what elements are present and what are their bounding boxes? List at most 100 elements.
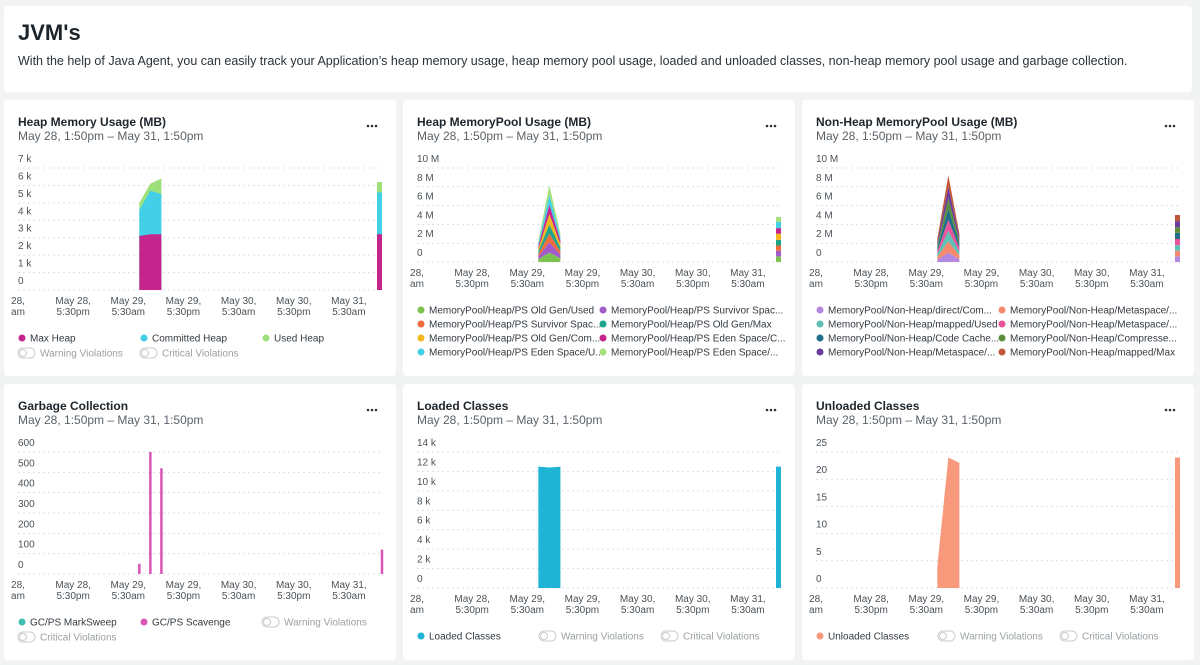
legend-item[interactable]: Max Heap <box>18 334 77 345</box>
panel-title: Heap MemoryPool Usage (MB) <box>417 115 591 129</box>
x-tick-label: May 29, 5:30pm <box>166 296 202 318</box>
legend-swatch <box>816 632 824 640</box>
area-series <box>538 224 781 255</box>
toggle-knob <box>19 633 27 641</box>
violation-toggle[interactable]: Warning Violations <box>17 347 123 360</box>
y-tick-label: 1 k <box>18 259 32 270</box>
legend-item[interactable]: MemoryPool/Non-Heap/mapped/Max <box>998 348 1176 359</box>
violation-toggle[interactable]: Critical Violations <box>17 631 117 644</box>
y-tick-label: 200 <box>18 519 35 530</box>
area-series <box>139 234 382 290</box>
legend-item[interactable]: MemoryPool/Non-Heap/Compresse... <box>998 334 1177 345</box>
x-tick-label: May 29, 5:30pm <box>565 268 601 290</box>
y-tick-label: 0 <box>816 574 822 585</box>
x-tick-label: May 30, 5:30pm <box>675 268 711 290</box>
y-tick-label: 2 k <box>18 241 32 252</box>
y-tick-label: 15 <box>816 492 828 503</box>
legend-item[interactable]: MemoryPool/Heap/PS Old Gen/Com... <box>417 334 601 345</box>
y-tick-label: 400 <box>18 479 35 490</box>
violation-toggle[interactable]: Critical Violations <box>139 347 239 360</box>
legend-item[interactable]: MemoryPool/Heap/PS Old Gen/Used <box>417 306 595 317</box>
legend-item[interactable]: Unloaded Classes <box>816 632 910 643</box>
y-tick-label: 20 <box>816 465 828 476</box>
y-tick-label: 10 M <box>417 154 439 165</box>
menu-button[interactable] <box>366 408 378 412</box>
y-tick-label: 300 <box>18 499 35 510</box>
legend-label: MemoryPool/Heap/PS Old Gen/Max <box>611 320 772 331</box>
y-tick-label: 3 k <box>18 224 32 235</box>
chart-panel: Non-Heap MemoryPool Usage (MB) May 28, 1:… <box>802 100 1194 376</box>
x-tick-label: May 29, 5:30am <box>510 594 546 616</box>
legend-swatch <box>816 348 824 356</box>
chart-panel: Loaded Classes May 28, 1:50pm – May 31, 1… <box>403 384 795 660</box>
legend-item[interactable]: MemoryPool/Heap/PS Survivor Spac... <box>599 306 784 317</box>
legend-item[interactable]: MemoryPool/Heap/PS Eden Space/... <box>599 348 779 359</box>
menu-button[interactable] <box>1164 124 1176 128</box>
legend-item[interactable]: MemoryPool/Non-Heap/mapped/Used <box>816 320 998 331</box>
legend-item[interactable]: MemoryPool/Heap/PS Old Gen/Max <box>599 320 772 331</box>
x-tick-label: May 31, 5:30am <box>331 580 367 602</box>
menu-button[interactable] <box>1164 408 1176 412</box>
y-tick-label: 10 M <box>816 154 838 165</box>
legend-swatch <box>998 306 1006 314</box>
menu-button[interactable] <box>765 124 777 128</box>
legend-label: MemoryPool/Heap/PS Eden Space/C... <box>611 334 786 345</box>
y-tick-label: 6 k <box>417 516 431 527</box>
x-tick-label: May 29, 5:30am <box>510 268 546 290</box>
toggle-label: Critical Violations <box>162 349 239 360</box>
menu-dot <box>1172 408 1176 412</box>
page-description: With the help of Java Agent, you can eas… <box>18 54 1128 68</box>
violation-toggle[interactable]: Warning Violations <box>937 630 1043 643</box>
chart: Non-Heap MemoryPool Usage (MB)May 28, 1:… <box>809 115 1180 359</box>
x-tick-label: May 29, 5:30am <box>909 594 945 616</box>
legend-item[interactable]: MemoryPool/Non-Heap/Metaspace/... <box>998 320 1178 331</box>
legend-swatch <box>998 348 1006 356</box>
menu-button[interactable] <box>366 124 378 128</box>
menu-dot <box>773 408 777 412</box>
legend-item[interactable]: MemoryPool/Heap/PS Eden Space/U... <box>417 348 604 359</box>
menu-button[interactable] <box>765 408 777 412</box>
violation-toggle[interactable]: Warning Violations <box>261 616 367 629</box>
y-tick-label: 6 M <box>816 192 833 203</box>
legend-swatch <box>417 334 425 342</box>
legend-item[interactable]: Used Heap <box>262 334 325 345</box>
menu-dot <box>366 408 370 412</box>
legend-item[interactable]: MemoryPool/Non-Heap/direct/Com... <box>816 306 992 317</box>
legend-item[interactable]: MemoryPool/Non-Heap/Code Cache... <box>816 334 1000 345</box>
legend-label: MemoryPool/Heap/PS Eden Space/U... <box>429 348 604 359</box>
panel-grid: Heap Memory Usage (MB) May 28, 1:50pm – M… <box>4 100 1194 660</box>
panel-subtitle: May 28, 1:50pm – May 31, 1:50pm <box>417 413 602 427</box>
toggle-knob <box>141 349 149 357</box>
legend-swatch <box>140 334 148 342</box>
legend-label: MemoryPool/Non-Heap/Code Cache... <box>828 334 999 345</box>
y-tick-label: 0 <box>18 560 24 571</box>
panel-subtitle: May 28, 1:50pm – May 31, 1:50pm <box>417 129 602 143</box>
x-tick-label: May 28, 5:30pm <box>55 580 91 602</box>
legend-item[interactable]: MemoryPool/Heap/PS Survivor Spac... <box>417 320 602 331</box>
y-tick-label: 6 M <box>417 192 434 203</box>
area-series <box>538 466 781 588</box>
legend-item[interactable]: Loaded Classes <box>417 632 501 643</box>
bar <box>149 452 152 574</box>
legend-item[interactable]: GC/PS MarkSweep <box>18 618 118 629</box>
y-tick-label: 600 <box>18 438 35 449</box>
area-series <box>937 219 1180 255</box>
menu-dot <box>765 408 769 412</box>
legend-item[interactable]: MemoryPool/Non-Heap/Metaspace/... <box>816 348 996 359</box>
legend-item[interactable]: Committed Heap <box>140 334 228 345</box>
y-tick-label: 10 <box>816 520 828 531</box>
violation-toggle[interactable]: Warning Violations <box>538 630 644 643</box>
legend-item[interactable]: MemoryPool/Non-Heap/Metaspace/... <box>998 306 1178 317</box>
chart: Loaded Classes May 28, 1:50pm – May 31, 1… <box>410 399 781 643</box>
violation-toggle[interactable]: Critical Violations <box>1059 630 1159 643</box>
menu-dot <box>769 408 773 412</box>
panel-subtitle: May 28, 1:50pm – May 31, 1:50pm <box>18 413 203 427</box>
legend-item[interactable]: GC/PS Scavenge <box>140 618 231 629</box>
legend-swatch <box>998 320 1006 328</box>
violation-toggle[interactable]: Critical Violations <box>660 630 760 643</box>
menu-dot <box>374 408 378 412</box>
legend-item[interactable]: MemoryPool/Heap/PS Eden Space/C... <box>599 334 786 345</box>
toggle-knob <box>939 632 947 640</box>
toggle-knob <box>263 618 271 626</box>
